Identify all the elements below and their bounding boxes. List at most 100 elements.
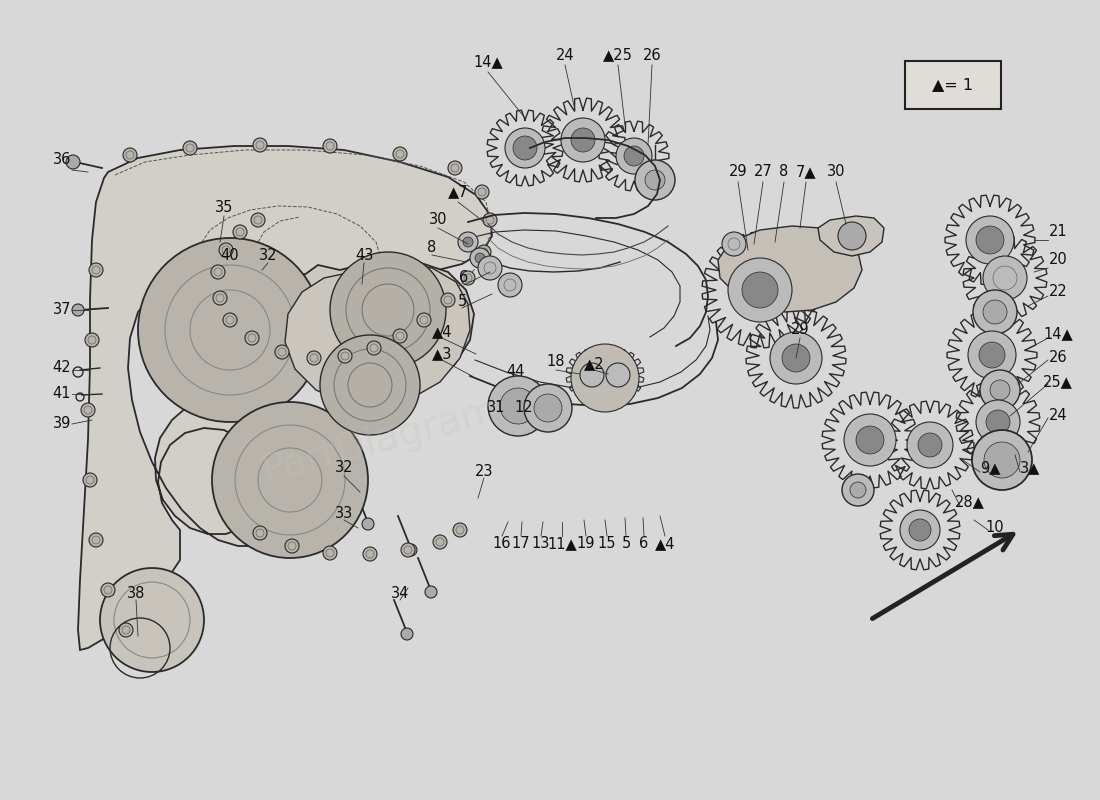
Circle shape [728,258,792,322]
Circle shape [393,329,407,343]
Polygon shape [78,146,492,650]
Circle shape [89,263,103,277]
Text: 13: 13 [531,537,550,551]
Text: 20: 20 [1048,253,1067,267]
Circle shape [842,474,874,506]
Text: 32: 32 [258,249,277,263]
Circle shape [616,138,652,174]
Circle shape [571,128,595,152]
Polygon shape [718,226,862,312]
Circle shape [524,384,572,432]
Text: 29: 29 [728,165,747,179]
Circle shape [850,482,866,498]
Circle shape [477,245,491,259]
Circle shape [470,248,490,268]
Text: 21: 21 [1048,225,1067,239]
Circle shape [463,237,473,247]
Text: 36: 36 [53,153,72,167]
Circle shape [974,290,1018,334]
Circle shape [844,414,896,466]
Circle shape [475,253,485,263]
Circle shape [233,225,248,239]
Circle shape [513,136,537,160]
Circle shape [100,568,204,672]
Circle shape [909,519,931,541]
Circle shape [338,349,352,363]
Circle shape [534,394,562,422]
Text: 18: 18 [547,354,565,370]
Circle shape [571,344,639,412]
Text: 6: 6 [460,270,469,286]
Circle shape [645,170,665,190]
Text: 22: 22 [1048,285,1067,299]
Circle shape [285,539,299,553]
Circle shape [275,345,289,359]
Circle shape [461,271,475,285]
Text: 26: 26 [1048,350,1067,366]
Text: 7▲: 7▲ [795,165,816,179]
Circle shape [908,422,953,468]
Polygon shape [285,264,470,406]
Circle shape [212,402,368,558]
Circle shape [483,213,497,227]
Circle shape [393,147,407,161]
Circle shape [966,216,1014,264]
Text: 28▲: 28▲ [955,494,984,510]
Text: ▲= 1: ▲= 1 [933,78,974,93]
Circle shape [488,376,548,436]
Circle shape [606,363,630,387]
Circle shape [742,272,778,308]
Text: 16: 16 [493,537,512,551]
Circle shape [89,533,103,547]
Text: 42: 42 [53,361,72,375]
Text: 34: 34 [390,586,409,602]
Polygon shape [818,216,884,256]
Text: 44: 44 [507,365,526,379]
Circle shape [183,141,197,155]
Circle shape [976,400,1020,444]
Text: 29: 29 [791,322,810,338]
Text: 38: 38 [126,586,145,602]
Circle shape [580,363,604,387]
Text: 40: 40 [221,249,240,263]
Circle shape [475,185,490,199]
Circle shape [453,523,468,537]
Circle shape [85,333,99,347]
Circle shape [245,331,258,345]
Text: 9▲: 9▲ [980,461,1000,475]
Text: 25▲: 25▲ [1043,374,1072,390]
Circle shape [976,226,1004,254]
Circle shape [307,351,321,365]
Circle shape [82,473,97,487]
Circle shape [211,265,226,279]
Text: 23: 23 [475,465,493,479]
Circle shape [323,546,337,560]
Text: 8: 8 [428,241,437,255]
Circle shape [330,252,446,368]
Text: ▲4: ▲4 [431,325,452,339]
Circle shape [433,535,447,549]
Circle shape [119,623,133,637]
Circle shape [984,442,1020,478]
Text: 43: 43 [355,249,373,263]
Circle shape [983,300,1006,324]
Circle shape [363,547,377,561]
Circle shape [722,232,746,256]
Circle shape [838,222,866,250]
Text: 14▲: 14▲ [1043,326,1072,342]
FancyBboxPatch shape [905,61,1001,109]
Circle shape [448,161,462,175]
Text: 35: 35 [214,201,233,215]
Circle shape [417,313,431,327]
Text: 39: 39 [53,417,72,431]
Text: 27: 27 [754,165,772,179]
Circle shape [66,155,80,169]
Text: 10: 10 [986,521,1004,535]
Text: 32: 32 [334,461,353,475]
Circle shape [968,331,1016,379]
Text: 5: 5 [458,294,466,310]
Circle shape [323,139,337,153]
Circle shape [219,243,233,257]
Text: ▲7: ▲7 [448,185,469,199]
Text: ▲25: ▲25 [603,47,632,62]
